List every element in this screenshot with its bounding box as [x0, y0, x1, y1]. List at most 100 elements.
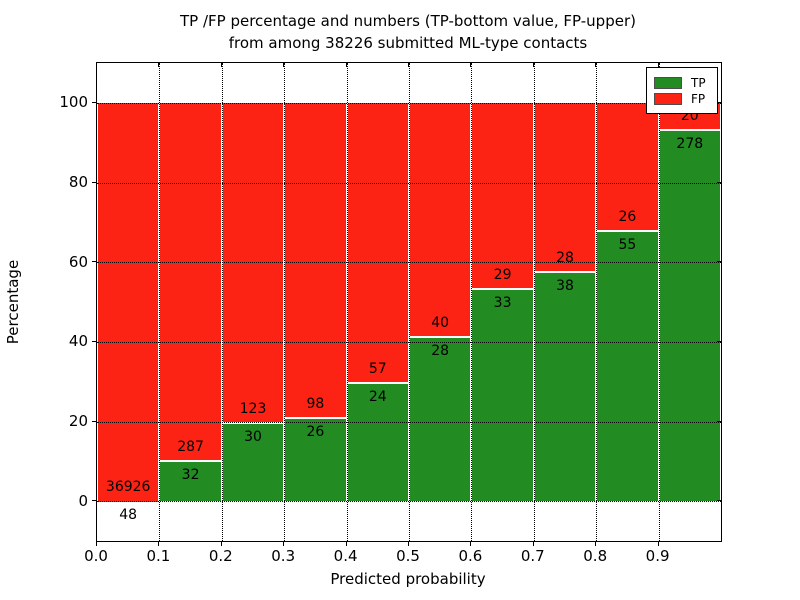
- chart-title: TP /FP percentage and numbers (TP-bottom…: [96, 10, 720, 54]
- legend-item-tp: TP: [654, 76, 710, 90]
- bar-value-tp: 26: [306, 423, 325, 440]
- y-tick-mark: [92, 261, 96, 263]
- segment-divider: [596, 229, 659, 232]
- bar-segment-tp: [221, 423, 285, 502]
- bar-value-tp: 24: [368, 389, 387, 406]
- y-tick-label: 40: [68, 332, 88, 351]
- y-tick-mark: [92, 420, 96, 422]
- x-tick-label: 0.3: [271, 547, 296, 565]
- y-tick-mark: [92, 340, 96, 342]
- bar-segment-fp: [284, 102, 347, 418]
- bar-value-fp: 29: [493, 267, 512, 284]
- bar-column: [284, 63, 347, 541]
- bar-column: [221, 63, 285, 541]
- bar-segment-tp: [471, 289, 534, 502]
- x-tick-mark: [595, 542, 597, 546]
- x-tick-mark-top: [470, 63, 472, 67]
- x-tick-label: 0.5: [396, 547, 420, 565]
- y-tick-mark-right: [717, 420, 721, 422]
- bar-value-tp: 30: [244, 429, 262, 446]
- x-tick-label: 0.7: [520, 547, 545, 565]
- x-tick-label: 0.1: [146, 547, 171, 565]
- gridline-vertical: [596, 63, 598, 541]
- y-tick-mark: [92, 500, 96, 502]
- bar-segment-tp: [346, 383, 409, 502]
- y-tick-mark-right: [717, 181, 721, 183]
- bar-segment-fp: [409, 102, 472, 338]
- x-tick-mark: [96, 542, 97, 546]
- legend: TP FP: [646, 67, 718, 114]
- x-tick-label: 0.9: [645, 547, 670, 565]
- x-tick-mark-top: [657, 63, 659, 67]
- tp-color-swatch: [654, 77, 682, 89]
- bar-segment-fp: [471, 102, 534, 290]
- legend-item-fp: FP: [654, 92, 710, 106]
- chart-title-line1: TP /FP percentage and numbers (TP-bottom…: [180, 12, 636, 30]
- bar-value-tp: 38: [556, 277, 574, 294]
- bar-segment-tp: [409, 337, 472, 502]
- y-tick-mark-right: [717, 101, 721, 103]
- bar-value-tp: 278: [676, 135, 704, 152]
- bar-value-fp: 98: [306, 395, 325, 412]
- bar-value-fp: 123: [239, 401, 267, 418]
- segment-divider: [409, 336, 472, 339]
- gridline-vertical: [221, 63, 223, 541]
- segment-divider: [159, 460, 222, 463]
- bar-value-tp: 28: [431, 343, 450, 360]
- x-tick-mark-top: [158, 63, 160, 67]
- bar-column: [409, 63, 472, 541]
- bar-column: [533, 63, 597, 541]
- bar-value-fp: 40: [431, 315, 450, 332]
- x-tick-label: 0.2: [208, 547, 233, 565]
- bar-column: [471, 63, 534, 541]
- y-tick-mark-right: [717, 500, 721, 502]
- y-tick-mark-right: [717, 261, 721, 263]
- gridline-vertical: [346, 63, 348, 541]
- y-tick-mark: [92, 101, 96, 103]
- x-tick-mark: [657, 542, 659, 546]
- y-tick-label: 100: [59, 93, 88, 112]
- bar-value-tp: 48: [119, 506, 138, 523]
- bar-segment-tp: [658, 129, 721, 502]
- y-tick-label: 60: [68, 252, 88, 271]
- bar-value-tp: 33: [493, 295, 512, 312]
- bar-column: [596, 63, 659, 541]
- legend-label-fp: FP: [691, 92, 706, 106]
- bar-segment-tp: [533, 271, 597, 502]
- bar-segment-fp: [533, 102, 597, 272]
- bar-segment-tp: [97, 500, 160, 502]
- x-tick-mark: [220, 542, 222, 546]
- bar-segment-tp: [284, 417, 347, 502]
- bar-value-fp: 26: [618, 208, 637, 225]
- gridline-vertical: [658, 63, 660, 541]
- gridline-vertical: [284, 63, 286, 541]
- chart-title-line2: from among 38226 submitted ML-type conta…: [228, 34, 588, 52]
- legend-label-tp: TP: [691, 76, 706, 90]
- y-tick-mark-right: [717, 340, 721, 342]
- bar-segment-tp: [159, 461, 222, 502]
- y-tick-label: 0: [78, 491, 88, 510]
- bar-segment-fp: [159, 102, 222, 462]
- x-tick-label: 0.6: [458, 547, 483, 565]
- bar-column: [346, 63, 409, 541]
- gridline-vertical: [471, 63, 473, 541]
- x-tick-mark-top: [595, 63, 597, 67]
- x-tick-mark-top: [220, 63, 222, 67]
- bar-column: [97, 63, 160, 541]
- bar-segment-fp: [596, 102, 659, 231]
- x-tick-mark: [283, 542, 285, 546]
- x-tick-mark-top: [408, 63, 409, 67]
- bar-value-tp: 32: [181, 467, 200, 484]
- gridline-vertical: [159, 63, 161, 541]
- plot-area: 36926 48 287 32 123 30 98 26 57 24 40 28 29 33 28 38 26 5…: [96, 62, 722, 542]
- gridline-vertical: [409, 63, 410, 541]
- bar-value-tp: 55: [618, 236, 637, 253]
- gridline-vertical: [533, 63, 535, 541]
- bar-value-fp: 57: [368, 361, 387, 378]
- bar-segment-fp: [346, 102, 409, 384]
- y-axis-label: Percentage: [4, 259, 22, 345]
- x-axis-label: Predicted probability: [330, 570, 486, 588]
- y-tick-mark: [92, 181, 96, 183]
- bar-value-fp: 287: [177, 439, 204, 456]
